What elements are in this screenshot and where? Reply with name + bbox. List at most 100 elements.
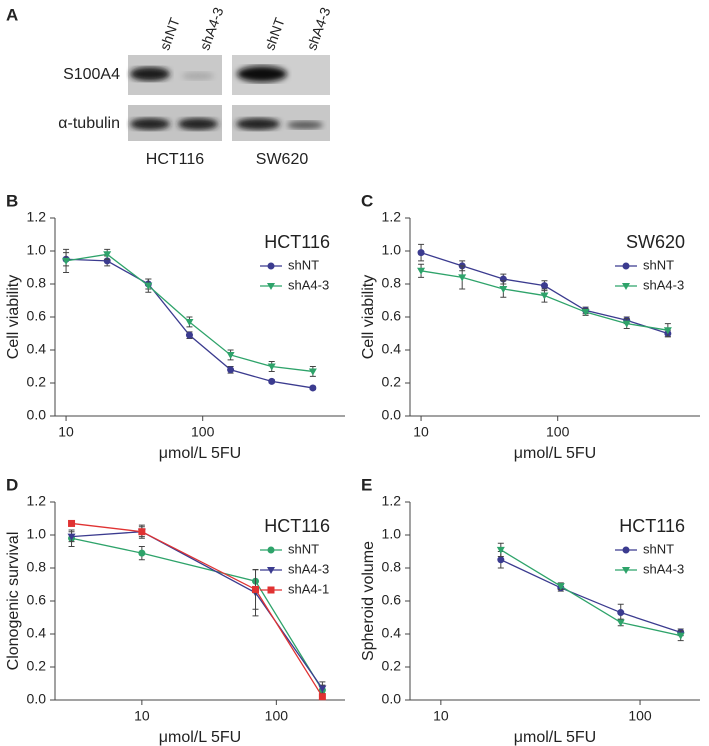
- x-tick-label: 10: [58, 424, 74, 440]
- legend-label: shNT: [643, 541, 674, 556]
- chart-title: HCT116: [264, 232, 330, 252]
- band: [182, 72, 214, 80]
- band: [130, 118, 170, 130]
- legend-marker: [622, 567, 630, 574]
- marker: [226, 351, 235, 359]
- marker: [318, 685, 327, 693]
- y-tick-label: 0.6: [27, 308, 47, 324]
- legend-marker: [267, 546, 275, 554]
- marker: [144, 282, 153, 290]
- row-label: α-tubulin: [58, 115, 120, 132]
- y-tick-label: 1.2: [27, 209, 47, 225]
- row-label: S100A4: [63, 66, 120, 83]
- y-axis-label: Spheroid volume: [360, 541, 377, 661]
- legend-label: shA4-3: [643, 561, 684, 576]
- marker: [268, 377, 276, 385]
- marker: [103, 251, 112, 259]
- y-axis-label: Clonogenic survival: [5, 532, 22, 671]
- y-axis-label: Cell viability: [360, 275, 377, 359]
- panel-letter: C: [361, 191, 373, 210]
- marker: [318, 693, 326, 701]
- y-tick-label: 0.4: [27, 625, 47, 641]
- marker: [581, 309, 590, 317]
- marker: [67, 533, 76, 541]
- panel-letter: D: [6, 475, 18, 494]
- y-tick-label: 0.2: [382, 374, 402, 390]
- x-axis-label: μmol/L 5FU: [159, 445, 241, 462]
- y-tick-label: 0.0: [27, 691, 47, 707]
- x-axis-label: μmol/L 5FU: [159, 729, 241, 746]
- marker: [663, 327, 672, 335]
- marker: [309, 384, 317, 392]
- lane-label: shNT: [156, 15, 183, 52]
- x-axis-label: μmol/L 5FU: [514, 445, 596, 462]
- legend-label: shA4-3: [288, 277, 329, 292]
- panel-letter: B: [6, 191, 18, 210]
- marker: [622, 320, 631, 328]
- legend-label: shA4-3: [643, 277, 684, 292]
- y-tick-label: 0.6: [382, 592, 402, 608]
- y-tick-label: 1.0: [27, 242, 47, 258]
- band: [236, 118, 280, 130]
- y-tick-label: 0.8: [27, 275, 47, 291]
- y-tick-label: 1.2: [27, 493, 47, 509]
- band: [178, 118, 218, 130]
- marker: [496, 546, 505, 554]
- marker: [617, 609, 625, 617]
- lane-label: shNT: [261, 15, 288, 52]
- y-tick-label: 0.4: [382, 341, 402, 357]
- y-tick-label: 0.6: [382, 308, 402, 324]
- x-tick-label: 100: [546, 424, 570, 440]
- lane-label: shA4-3: [196, 5, 226, 52]
- series-line: [65, 253, 313, 373]
- marker: [458, 274, 467, 282]
- marker: [540, 282, 548, 290]
- legend-marker: [267, 283, 275, 290]
- marker: [252, 585, 260, 593]
- marker: [185, 318, 194, 326]
- x-tick-label: 100: [628, 708, 652, 724]
- y-tick-label: 0.8: [382, 559, 402, 575]
- x-tick-label: 10: [413, 424, 429, 440]
- legend-marker: [267, 262, 275, 270]
- legend-label: shNT: [288, 257, 319, 272]
- x-tick-label: 100: [265, 708, 289, 724]
- marker: [138, 549, 146, 557]
- marker: [540, 292, 549, 300]
- marker: [497, 556, 505, 564]
- marker: [417, 249, 425, 257]
- series-line: [500, 549, 681, 637]
- band: [237, 66, 287, 82]
- legend-marker: [267, 586, 275, 594]
- y-tick-label: 1.0: [382, 242, 402, 258]
- band: [287, 121, 323, 129]
- marker: [62, 257, 71, 265]
- series-line: [71, 531, 323, 689]
- y-tick-label: 0.8: [382, 275, 402, 291]
- chart-panel: D 0.0 0.2 0.4 0.6 0.8 1.0 1.2 10 100 μmol/L 5FU Clo…: [5, 475, 345, 746]
- y-tick-label: 0.0: [382, 691, 402, 707]
- legend-marker: [622, 546, 630, 554]
- marker: [267, 363, 276, 371]
- y-tick-label: 1.2: [382, 493, 402, 509]
- y-tick-label: 0.8: [27, 559, 47, 575]
- series-line: [71, 537, 323, 691]
- x-tick-label: 10: [134, 708, 150, 724]
- lane-label: shA4-3: [303, 5, 333, 52]
- chart-title: SW620: [626, 232, 685, 252]
- x-axis-label: μmol/L 5FU: [514, 729, 596, 746]
- marker: [308, 368, 317, 376]
- panel-letter: A: [6, 5, 18, 24]
- blot-panel: A shNT shA4-3 shNT shA4-3 S100A4 α-tubul…: [6, 5, 334, 168]
- legend-label: shNT: [643, 257, 674, 272]
- y-tick-label: 0.0: [27, 407, 47, 423]
- y-tick-label: 0.4: [27, 341, 47, 357]
- chart-panel: B 0.0 0.2 0.4 0.6 0.8 1.0 1.2 10 100 μmol/L 5FU Cel…: [5, 191, 345, 462]
- y-tick-label: 1.0: [27, 526, 47, 542]
- legend-label: shNT: [288, 541, 319, 556]
- legend-marker: [622, 283, 630, 290]
- marker: [676, 632, 685, 640]
- y-tick-label: 0.2: [27, 374, 47, 390]
- legend-label: shA4-1: [288, 581, 329, 596]
- x-tick-label: 10: [433, 708, 449, 724]
